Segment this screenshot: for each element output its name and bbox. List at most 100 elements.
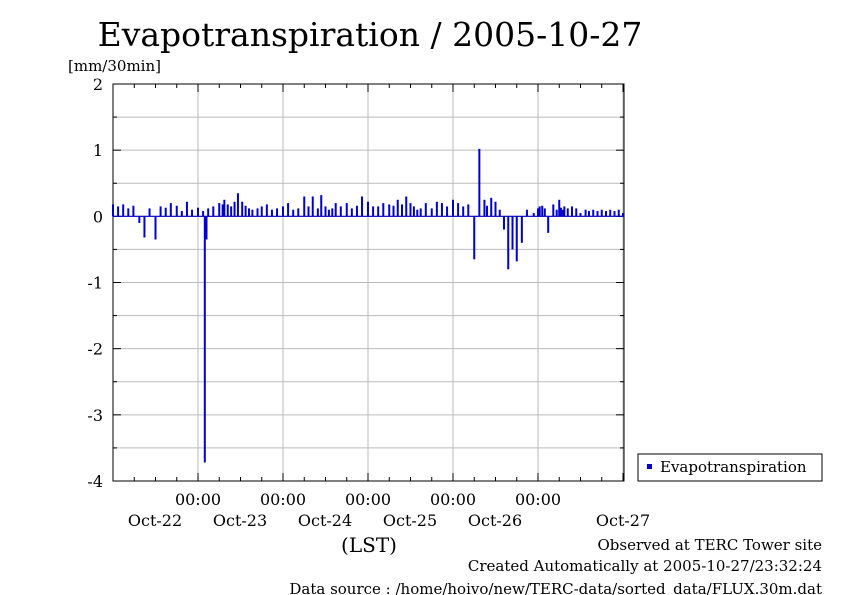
bar bbox=[382, 203, 385, 217]
bar bbox=[388, 204, 391, 217]
x-tick-time: 00:00 bbox=[260, 490, 306, 509]
y-tick-label: 1 bbox=[93, 141, 103, 160]
bar bbox=[205, 216, 208, 240]
bar bbox=[132, 205, 135, 217]
bar bbox=[355, 205, 358, 217]
bar bbox=[327, 209, 330, 217]
legend-box bbox=[637, 453, 823, 482]
bar bbox=[251, 209, 254, 217]
bar bbox=[559, 207, 562, 217]
bar bbox=[416, 209, 419, 217]
bar bbox=[361, 196, 364, 217]
bar bbox=[367, 201, 369, 217]
bar bbox=[537, 208, 539, 217]
bar bbox=[282, 206, 284, 217]
bar bbox=[511, 216, 514, 250]
bar bbox=[462, 206, 465, 217]
bar bbox=[473, 216, 476, 260]
chart-title: Evapotranspiration / 2005-10-27 bbox=[98, 15, 643, 54]
bar bbox=[287, 203, 290, 217]
bar bbox=[547, 216, 550, 233]
bar bbox=[154, 216, 157, 240]
bar bbox=[169, 203, 172, 217]
bar bbox=[558, 199, 561, 217]
x-tick-date: Oct-22 bbox=[128, 511, 182, 530]
bar bbox=[605, 211, 607, 217]
bar bbox=[561, 209, 564, 217]
bar bbox=[538, 206, 541, 217]
bar bbox=[138, 216, 141, 223]
x-tick-time: 00:00 bbox=[430, 490, 476, 509]
bar bbox=[197, 207, 199, 217]
bars bbox=[112, 148, 624, 463]
bar bbox=[419, 208, 422, 217]
bar bbox=[230, 206, 233, 217]
bar bbox=[334, 203, 337, 217]
legend-swatch bbox=[647, 464, 652, 469]
bar bbox=[592, 209, 595, 217]
y-tick-label: -4 bbox=[87, 472, 103, 491]
bar bbox=[372, 206, 375, 217]
bar bbox=[233, 201, 236, 217]
x-tick-labels: 00:00 Oct-22 00:00 Oct-23 00:00 Oct-24 00:00 Oc… bbox=[128, 490, 650, 530]
bar bbox=[311, 196, 314, 217]
bar bbox=[297, 208, 300, 217]
x-tick-date: Oct-26 bbox=[468, 511, 522, 530]
bar bbox=[541, 205, 544, 217]
bar bbox=[600, 209, 603, 217]
bar bbox=[490, 197, 493, 217]
bar bbox=[207, 208, 210, 217]
bar bbox=[525, 209, 528, 217]
bar bbox=[494, 201, 497, 217]
bar bbox=[401, 204, 403, 217]
bar bbox=[396, 199, 399, 217]
bar bbox=[127, 208, 130, 217]
bar bbox=[520, 216, 523, 243]
bar bbox=[223, 199, 226, 217]
bar bbox=[202, 211, 205, 217]
bar bbox=[563, 206, 566, 217]
footer-source: Data source : /home/hoivo/new/TERC-data/… bbox=[289, 580, 822, 595]
bar bbox=[117, 206, 120, 217]
x-tick-date: Oct-23 bbox=[213, 511, 267, 530]
bar bbox=[596, 211, 599, 217]
x-tick-date: Oct-25 bbox=[383, 511, 437, 530]
bar bbox=[320, 195, 323, 217]
y-tick-label: -3 bbox=[87, 406, 103, 425]
bar bbox=[543, 208, 546, 217]
bar bbox=[584, 209, 587, 217]
bar bbox=[316, 208, 319, 217]
bar bbox=[575, 208, 578, 217]
legend: Evapotranspiration bbox=[637, 453, 823, 482]
bar bbox=[405, 196, 408, 217]
bar bbox=[276, 208, 279, 217]
bar bbox=[345, 203, 348, 217]
bar bbox=[226, 204, 229, 217]
legend-label: Evapotranspiration bbox=[660, 458, 807, 476]
footer-observed: Observed at TERC Tower site bbox=[597, 536, 822, 554]
y-tick-labels: 2 1 0 -1 -2 -3 -4 bbox=[87, 75, 103, 491]
x-tick-time: 00:00 bbox=[345, 490, 391, 509]
bar bbox=[503, 216, 505, 230]
bar bbox=[507, 216, 510, 270]
x-tick-date: Oct-24 bbox=[298, 511, 352, 530]
bar bbox=[159, 206, 162, 217]
bar bbox=[143, 216, 146, 238]
bar bbox=[552, 204, 555, 217]
x-axis-label: (LST) bbox=[341, 533, 397, 557]
bar bbox=[148, 208, 151, 217]
bar bbox=[270, 209, 273, 217]
bar bbox=[292, 209, 295, 217]
bar bbox=[566, 208, 569, 217]
bar bbox=[303, 196, 306, 217]
bar bbox=[412, 206, 415, 217]
bar bbox=[185, 201, 188, 217]
bar bbox=[236, 193, 239, 217]
bar bbox=[483, 199, 486, 217]
bar bbox=[409, 203, 412, 217]
bar bbox=[478, 148, 481, 217]
bar bbox=[221, 204, 224, 217]
bar bbox=[212, 206, 215, 217]
y-tick-label: -1 bbox=[87, 274, 103, 293]
